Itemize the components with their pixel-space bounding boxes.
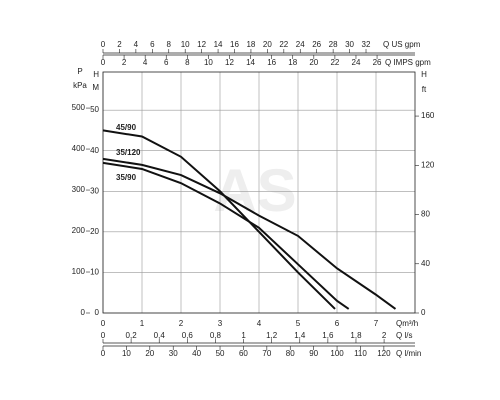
- y-tick-label: 50: [90, 105, 99, 114]
- ft-tick-label: 0: [421, 308, 426, 317]
- axis-tick-label: 1,8: [350, 331, 362, 340]
- axis-label: Q l/min: [396, 349, 421, 358]
- p-tick-label: 300: [72, 185, 86, 194]
- axis-tick-label: 14: [246, 58, 255, 67]
- axis-tick-label: 40: [192, 349, 201, 358]
- ft-axis-label: H: [421, 70, 427, 79]
- x-tick-label: 0: [101, 319, 106, 328]
- x-tick-label: 4: [257, 319, 262, 328]
- axis-label: Q IMPS gpm: [385, 58, 431, 67]
- axis-tick-label: 10: [122, 349, 131, 358]
- axis-tick-label: 24: [296, 40, 305, 49]
- axis-tick-label: 24: [352, 58, 361, 67]
- axis-tick-label: 14: [214, 40, 223, 49]
- axis-tick-label: 80: [286, 349, 295, 358]
- axis-label: Q l/s: [396, 331, 412, 340]
- axis-tick-label: 22: [279, 40, 288, 49]
- p-axis-unit: kPa: [73, 81, 87, 90]
- axis-tick-label: 8: [185, 58, 190, 67]
- axis-tick-label: 30: [169, 349, 178, 358]
- axis-tick-label: 100: [330, 349, 344, 358]
- axis-tick-label: 28: [329, 40, 338, 49]
- axis-label: Q US gpm: [383, 40, 421, 49]
- axis-tick-label: 2: [382, 331, 387, 340]
- x-tick-label: 5: [296, 319, 301, 328]
- y-axis-label: H: [93, 70, 99, 79]
- ft-axis-unit: ft: [422, 85, 427, 94]
- curve-label: 45/90: [116, 123, 137, 132]
- axis-tick-label: 90: [309, 349, 318, 358]
- p-tick-label: 0: [81, 308, 86, 317]
- axis-tick-label: 10: [204, 58, 213, 67]
- axis-tick-label: 20: [309, 58, 318, 67]
- pump-curve: [102, 157, 397, 310]
- axis-tick-label: 110: [354, 349, 367, 358]
- x-tick-label: 2: [179, 319, 184, 328]
- curve-label: 35/120: [116, 148, 141, 157]
- axis-tick-label: 12: [197, 40, 206, 49]
- axis-tick-label: 16: [230, 40, 239, 49]
- axis-tick-label: 4: [134, 40, 139, 49]
- x-tick-label: 1: [140, 319, 145, 328]
- axis-tick-label: 2: [117, 40, 122, 49]
- p-tick-label: 100: [72, 267, 86, 276]
- p-tick-label: 200: [72, 226, 86, 235]
- pump-curve: [102, 161, 350, 310]
- ft-tick-label: 40: [421, 259, 430, 268]
- x-axis-label: Qm³/h: [396, 319, 418, 328]
- axis-tick-label: 12: [225, 58, 234, 67]
- y-tick-label: 20: [90, 227, 99, 236]
- axis-tick-label: 0: [101, 40, 106, 49]
- axis-tick-label: 20: [263, 40, 272, 49]
- p-tick-label: 500: [72, 103, 86, 112]
- y-tick-label: 30: [90, 186, 99, 195]
- axis-tick-label: 0,8: [210, 331, 222, 340]
- axis-tick-label: 1,6: [322, 331, 334, 340]
- axis-tick-label: 0: [101, 58, 106, 67]
- axis-tick-label: 20: [145, 349, 154, 358]
- axis-tick-label: 120: [377, 349, 391, 358]
- ft-tick-label: 120: [421, 160, 435, 169]
- axis-tick-label: 0: [101, 349, 106, 358]
- pump-curve: [102, 129, 336, 310]
- axis-tick-label: 70: [262, 349, 271, 358]
- ft-tick-label: 160: [421, 111, 435, 120]
- x-tick-label: 6: [335, 319, 340, 328]
- axis-tick-label: 22: [330, 58, 339, 67]
- axis-tick-label: 50: [216, 349, 225, 358]
- axis-tick-label: 8: [167, 40, 172, 49]
- y-axis-unit: M: [92, 83, 99, 92]
- axis-tick-label: 0,2: [126, 331, 138, 340]
- axis-tick-label: 1: [241, 331, 246, 340]
- axis-tick-label: 18: [288, 58, 297, 67]
- axis-tick-label: 1,2: [266, 331, 278, 340]
- axis-tick-label: 0,4: [154, 331, 166, 340]
- x-tick-label: 3: [218, 319, 223, 328]
- axis-tick-label: 2: [122, 58, 127, 67]
- axis-tick-label: 18: [246, 40, 255, 49]
- axis-tick-label: 0,6: [182, 331, 194, 340]
- axis-tick-label: 26: [373, 58, 382, 67]
- axis-tick-label: 4: [143, 58, 148, 67]
- p-tick-label: 400: [72, 144, 86, 153]
- axis-tick-label: 0: [101, 331, 106, 340]
- axis-tick-label: 10: [181, 40, 190, 49]
- x-tick-label: 7: [374, 319, 379, 328]
- y-tick-label: 0: [95, 308, 100, 317]
- axis-tick-label: 30: [345, 40, 354, 49]
- y-tick-label: 40: [90, 146, 99, 155]
- axis-tick-label: 32: [362, 40, 371, 49]
- axis-tick-label: 6: [164, 58, 169, 67]
- y-tick-label: 10: [90, 268, 99, 277]
- p-axis-label: P: [77, 67, 82, 76]
- axis-tick-label: 1,4: [294, 331, 306, 340]
- axis-tick-label: 26: [312, 40, 321, 49]
- axis-tick-label: 16: [267, 58, 276, 67]
- curve-label: 35/90: [116, 173, 137, 182]
- axis-tick-label: 6: [150, 40, 155, 49]
- ft-tick-label: 80: [421, 210, 430, 219]
- axis-tick-label: 60: [239, 349, 248, 358]
- plot-frame: [102, 71, 416, 314]
